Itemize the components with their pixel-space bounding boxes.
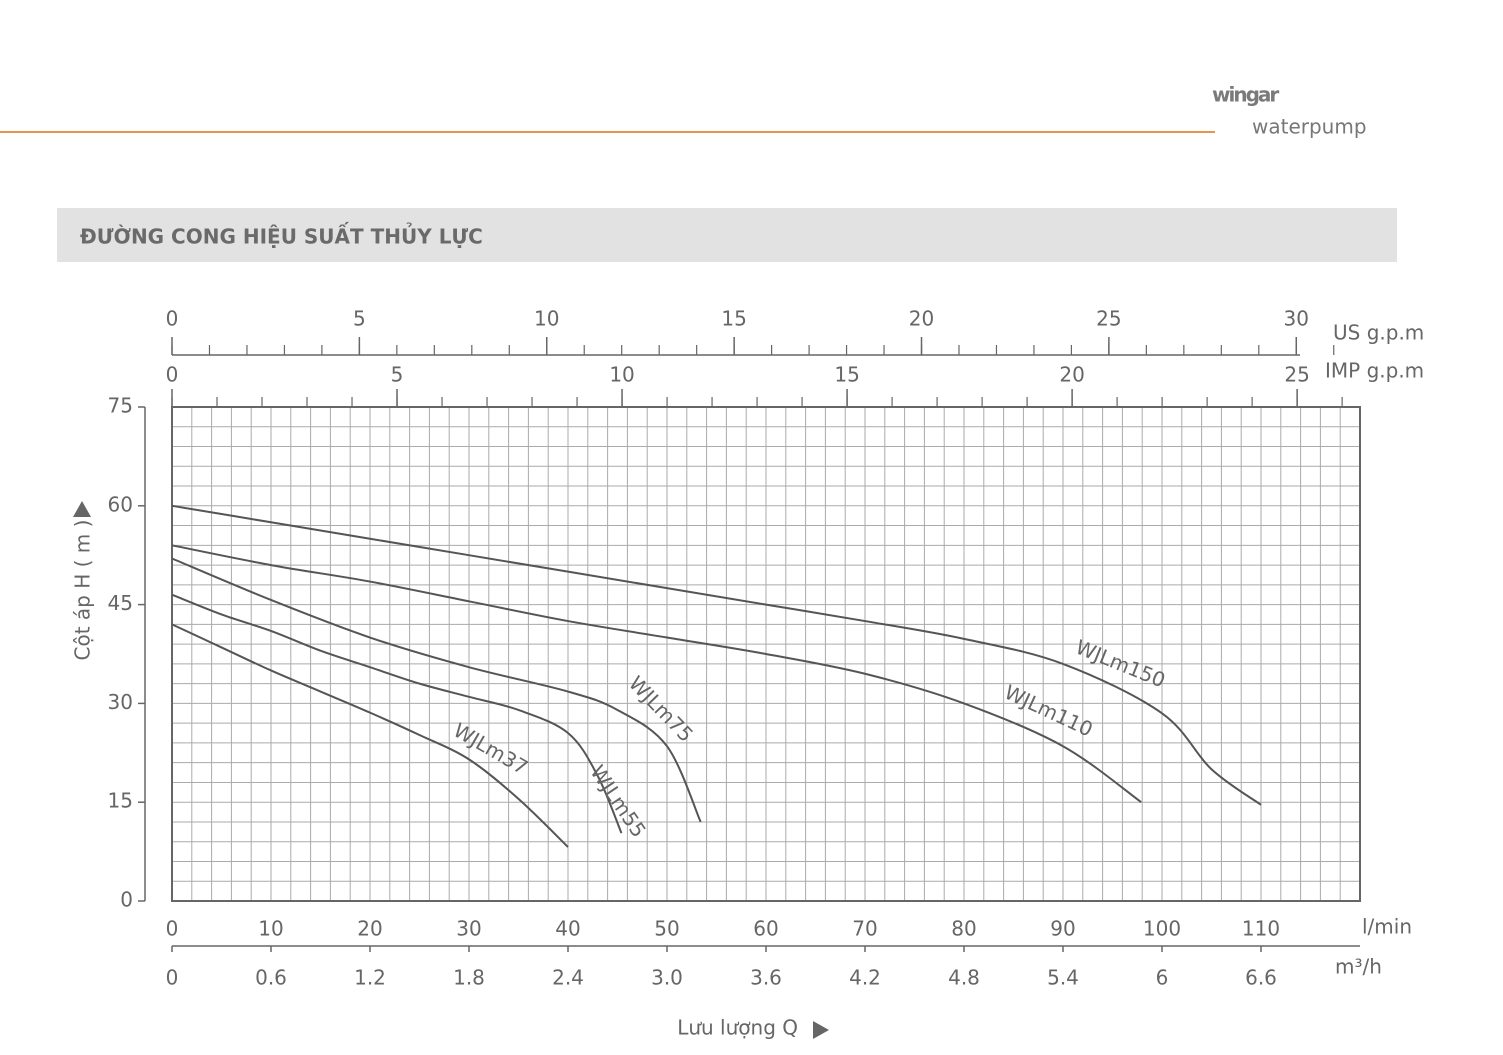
secondary-tick-label: 1.8 (453, 966, 485, 990)
x-axis-caption: Lưu lượng Q (677, 1016, 798, 1040)
x-tick-label: 30 (456, 917, 481, 941)
y-tick-label: 75 (108, 394, 133, 418)
secondary-tick-label: 4.2 (849, 966, 881, 990)
x-tick-label: 110 (1242, 917, 1280, 941)
y-tick-label: 45 (108, 591, 133, 615)
secondary-tick-label: 6.6 (1245, 966, 1277, 990)
curve (171, 544, 1142, 804)
y-axis-label: Cột áp H ( m ) (71, 520, 95, 661)
y-tick-label: 60 (108, 492, 133, 516)
secondary-axis-label: US g.p.m (1333, 321, 1424, 345)
secondary-tick-label: 3.0 (651, 966, 683, 990)
x-tick-label: 90 (1050, 917, 1075, 941)
secondary-tick-label: 10 (609, 363, 634, 387)
curve (171, 557, 702, 823)
secondary-tick-label: 5.4 (1047, 966, 1079, 990)
secondary-tick-label: 15 (721, 307, 746, 331)
secondary-tick-label: 30 (1284, 307, 1309, 331)
secondary-tick-label: 6 (1156, 966, 1169, 990)
brand-logo: wingar (1212, 83, 1279, 107)
y-tick-label: 30 (108, 690, 133, 714)
y-tick-label: 15 (108, 789, 133, 813)
secondary-tick-label: 0 (166, 966, 179, 990)
x-tick-label: 10 (258, 917, 283, 941)
chart-title: ĐƯỜNG CONG HIỆU SUẤT THỦY LỰC (80, 223, 483, 249)
x-tick-label: 80 (951, 917, 976, 941)
x-tick-label: 0 (166, 917, 179, 941)
secondary-tick-label: 0 (166, 307, 179, 331)
secondary-tick-label: 2.4 (552, 966, 584, 990)
secondary-tick-label: 25 (1284, 363, 1309, 387)
x-tick-label: 70 (852, 917, 877, 941)
secondary-tick-label: 0 (166, 363, 179, 387)
x-tick-label: 50 (654, 917, 679, 941)
x-arrow (813, 1021, 829, 1039)
secondary-tick-label: 3.6 (750, 966, 782, 990)
secondary-tick-label: 20 (909, 307, 934, 331)
x-tick-label: 20 (357, 917, 382, 941)
plot-frame (171, 406, 1361, 902)
secondary-tick-label: 20 (1059, 363, 1084, 387)
x-tick-label: 100 (1143, 917, 1181, 941)
y-arrow (73, 501, 91, 517)
secondary-tick-label: 15 (834, 363, 859, 387)
secondary-tick-label: 10 (534, 307, 559, 331)
brand-tagline: waterpump (1252, 115, 1367, 139)
secondary-tick-label: 25 (1096, 307, 1121, 331)
secondary-tick-label: 0.6 (255, 966, 287, 990)
x-axis-label: l/min (1362, 915, 1412, 939)
secondary-axis-label: m³/h (1335, 955, 1382, 979)
curve (171, 504, 1262, 806)
secondary-tick-label: 5 (391, 363, 404, 387)
secondary-tick-label: 5 (353, 307, 366, 331)
curve (171, 593, 623, 834)
secondary-axis-label: IMP g.p.m (1325, 359, 1424, 383)
curve (171, 623, 569, 848)
secondary-tick-label: 4.8 (948, 966, 980, 990)
x-tick-label: 40 (555, 917, 580, 941)
title-band (57, 208, 1397, 262)
secondary-tick-label: 1.2 (354, 966, 386, 990)
y-tick-label: 0 (120, 888, 133, 912)
x-tick-label: 60 (753, 917, 778, 941)
